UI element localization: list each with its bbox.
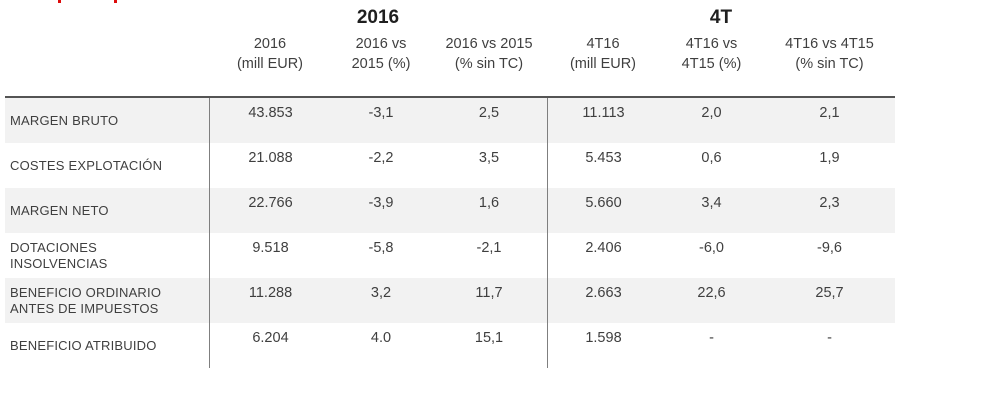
cell-value: 0,6 [701,150,722,166]
cell-value: 9.518 [209,233,331,278]
column-header-spacer [5,34,209,74]
cell-value: 1,9 [819,150,840,166]
cell-value: -2,2 [368,150,394,166]
cell-value: -2,1 [476,240,502,256]
row-label: MARGEN NETO [5,188,209,233]
cell-value: -6,0 [699,240,724,256]
column-header-line: (mill EUR) [236,56,304,72]
cell-value: 11,7 [475,285,503,301]
cell-value: 2,5 [478,105,500,121]
cell-value: 25,7 [815,285,844,301]
group-header-row: 2016 4T [5,6,895,32]
cell-value: 1.598 [547,323,659,368]
cell-value: 5.660 [547,188,659,233]
cell-value: -9,6 [817,240,842,256]
column-header-4t16-vs-4t15-sin-tc: 4T16 vs 4T15 (% sin TC) [764,34,895,74]
row-label-text: MARGEN NETO [10,202,109,218]
row-label-text: MARGEN BRUTO [10,112,119,128]
financial-results-table: 2016 4T 2016 (mill EUR) 2016 vs 2015 (%)… [5,6,895,368]
cell-value: 2.406 [547,233,659,278]
cell-value: 3,4 [701,195,722,211]
table-row: DOTACIONES INSOLVENCIAS 9.518 -5,8 -2,1 2.40… [5,233,895,278]
table-body: MARGEN BRUTO 43.853 -3,1 2,5 11.113 2,0 2,1 COS… [5,96,895,368]
column-header-line: 2016 vs 2015 [445,36,533,52]
cell-value: 2,1 [819,105,840,121]
column-header-4t16-vs-4t15-pct: 4T16 vs 4T15 (%) [659,34,764,74]
table-row: MARGEN NETO 22.766 -3,9 1,6 5.660 3,4 2,3 [5,188,895,233]
cell-value: 43.853 [209,98,331,143]
cell-value: 4.0 [370,330,392,346]
cropped-red-text-fragment [114,0,117,3]
column-header-line: 2016 vs [355,36,407,52]
column-header-2016-vs-2015-sin-tc: 2016 vs 2015 (% sin TC) [431,34,547,74]
cell-value: - [709,330,714,346]
cell-value: 2.663 [547,278,659,323]
column-header-line: (% sin TC) [795,56,864,72]
row-label: MARGEN BRUTO [5,98,209,143]
column-header-line: 2015 (%) [351,56,411,72]
column-header-line: 2016 [253,36,287,52]
cropped-red-text-fragment [58,0,61,3]
table-row: COSTES EXPLOTACIÓN 21.088 -2,2 3,5 5.453 0,6 1… [5,143,895,188]
column-header-line: (% sin TC) [454,56,524,72]
row-label: BENEFICIO ORDINARIO ANTES DE IMPUESTOS [5,278,209,323]
cell-value: 2,0 [701,105,722,121]
row-label: COSTES EXPLOTACIÓN [5,143,209,188]
column-header-line: 4T16 vs [685,36,738,52]
cell-value: 11.113 [547,98,659,143]
column-header-line: 4T16 vs 4T15 [785,36,874,52]
column-header-2016-mill-eur: 2016 (mill EUR) [209,34,331,74]
cell-value: 6.204 [209,323,331,368]
row-label: DOTACIONES INSOLVENCIAS [5,233,209,278]
row-label-text: COSTES EXPLOTACIÓN [10,157,163,173]
cell-value: 5.453 [547,143,659,188]
cell-value: 11.288 [209,278,331,323]
cell-value: -5,8 [368,240,394,256]
column-header-4t16-mill-eur: 4T16 (mill EUR) [547,34,659,74]
column-header-line: (mill EUR) [569,56,637,72]
column-header-line: 4T15 (%) [681,56,742,72]
cell-value: - [827,330,832,346]
cell-value: 2,3 [819,195,840,211]
cell-value: 22,6 [697,285,726,301]
group-header-2016: 2016 [356,7,400,28]
cell-value: 21.088 [209,143,331,188]
row-label: BENEFICIO ATRIBUIDO [5,323,209,368]
cell-value: 3,2 [370,285,392,301]
row-label-text: BENEFICIO ATRIBUIDO [10,337,157,353]
table-row: BENEFICIO ORDINARIO ANTES DE IMPUESTOS 11… [5,278,895,323]
cell-value: 1,6 [478,195,500,211]
cell-value: -3,9 [368,195,394,211]
cell-value: 22.766 [209,188,331,233]
cell-value: -3,1 [368,105,394,121]
cell-value: 3,5 [478,150,500,166]
row-label-text: DOTACIONES INSOLVENCIAS [10,239,108,271]
column-header-line: 4T16 [586,36,620,52]
column-header-2016-vs-2015-pct: 2016 vs 2015 (%) [331,34,431,74]
group-header-4t: 4T [709,7,733,28]
column-header-row: 2016 (mill EUR) 2016 vs 2015 (%) 2016 vs… [5,34,895,74]
row-label-text: BENEFICIO ORDINARIO ANTES DE IMPUESTOS [10,284,162,316]
table-row: BENEFICIO ATRIBUIDO 6.204 4.0 15,1 1.598 - - [5,323,895,368]
table-row: MARGEN BRUTO 43.853 -3,1 2,5 11.113 2,0 2,1 [5,98,895,143]
cell-value: 15,1 [474,330,504,346]
